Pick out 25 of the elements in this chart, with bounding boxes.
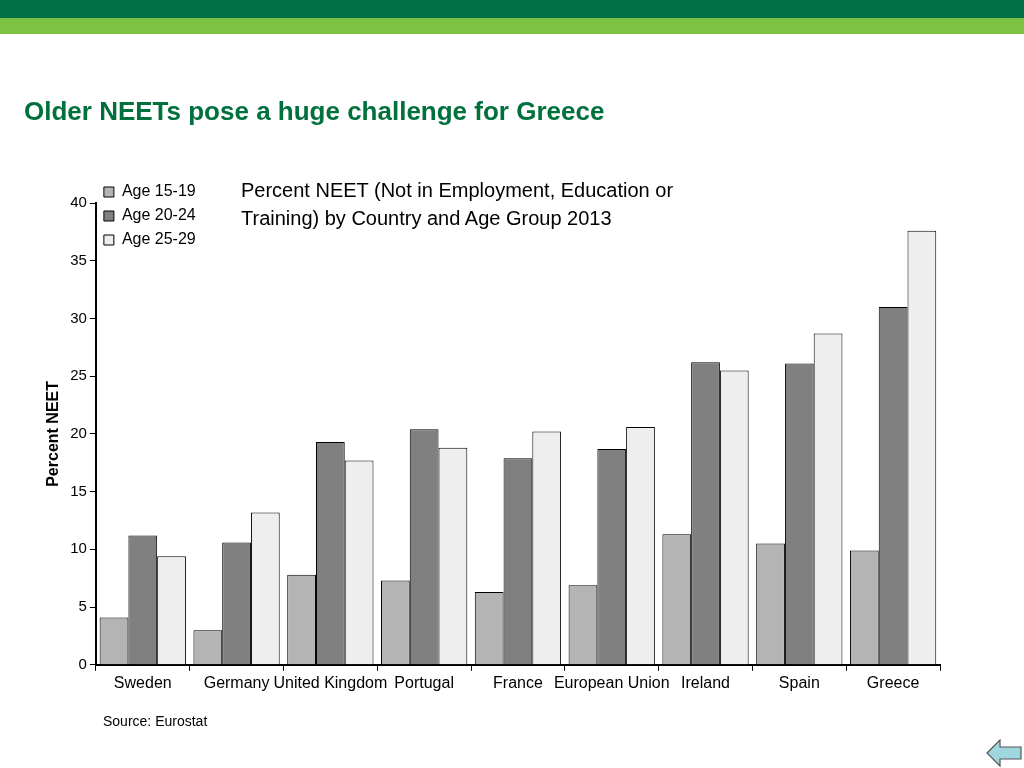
y-axis-title: Percent NEET	[44, 380, 62, 487]
legend-label: Age 20-24	[121, 206, 196, 224]
x-tick-label: United Kingdom	[273, 673, 388, 691]
legend-label: Age 25-29	[121, 230, 196, 248]
chart-title: Older NEETs pose a huge challenge for Greece	[24, 96, 605, 127]
y-tick-label: 10	[70, 539, 87, 557]
y-tick-label: 5	[78, 597, 87, 615]
x-tick-label: France	[493, 673, 543, 691]
x-tick-label: Portugal	[394, 673, 454, 691]
y-tick-label: 0	[78, 654, 87, 672]
x-tick-label: European Union	[553, 673, 670, 691]
x-tick-label: Spain	[778, 673, 820, 691]
chart-subtitle: Percent NEET (Not in Employment, Education or Training) by Country and Age Group 2013	[241, 178, 675, 231]
x-tick-label: Germany	[203, 673, 270, 691]
y-tick-label: 20	[70, 424, 87, 442]
y-tick-label: 40	[70, 193, 87, 211]
x-tick-label: Greece	[866, 673, 920, 691]
x-tick-label: Sweden	[113, 673, 172, 691]
y-tick-label: 25	[70, 366, 87, 384]
legend-label: Age 15-19	[121, 182, 196, 200]
y-tick-label: 30	[70, 308, 87, 326]
x-tick-label: Ireland	[681, 673, 730, 691]
y-tick-label: 35	[70, 250, 87, 268]
y-tick-label: 15	[70, 481, 87, 499]
source-note: Source: Eurostat	[103, 713, 208, 729]
